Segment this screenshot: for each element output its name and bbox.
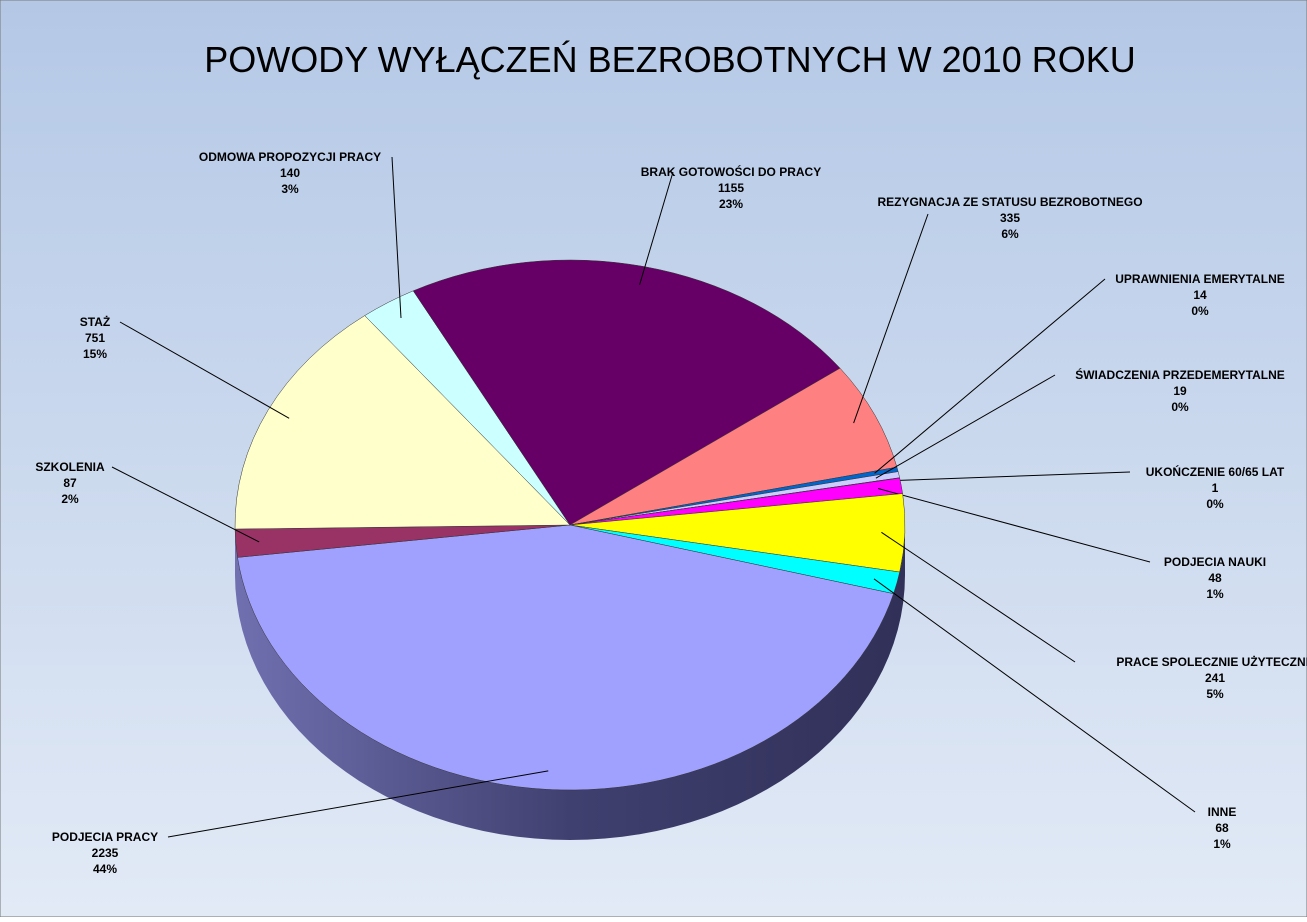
label-name: STAŻ [80,314,110,329]
chart-title: POWODY WYŁĄCZEŃ BEZROBOTNYCH W 2010 ROKU [204,39,1135,80]
pie-slice [237,524,894,791]
pie-slice [569,367,898,526]
label-percent: 5% [1206,687,1224,701]
label-value: 2235 [92,846,119,860]
leader-line [874,278,1106,474]
label-value: 48 [1208,571,1222,585]
label-percent: 0% [1191,304,1209,318]
leader-line [639,171,674,285]
leader-line [111,466,260,543]
pie-slice [234,315,571,530]
leader-line [877,488,1151,563]
label-value: 751 [85,331,105,345]
label-name: PODJECIA NAUKI [1164,555,1266,569]
label-value: 19 [1173,384,1187,398]
leader-line [167,770,549,838]
label-percent: 23% [719,197,743,211]
label-percent: 44% [93,862,117,876]
label-value: 87 [63,476,77,490]
leader-line [873,578,1196,813]
label-name: UPRAWNIENIA EMERYTALNE [1115,272,1285,286]
label-value: 14 [1193,288,1207,302]
leader-line [876,471,1131,482]
label-name: PODJECIA PRACY [52,830,158,844]
label-value: 335 [1000,211,1020,225]
label-name: INNE [1208,805,1237,819]
label-value: 140 [280,166,300,180]
label-percent: 0% [1206,497,1224,511]
label-percent: 2% [61,492,79,506]
label-name: SZKOLENIA [35,460,105,474]
label-percent: 3% [281,182,299,196]
label-percent: 15% [83,347,107,361]
leader-line [853,213,929,424]
leader-line [875,374,1056,479]
label-name: ODMOWA PROPOZYCJI PRACY [199,150,381,164]
label-value: 1155 [718,181,744,195]
label-name: ŚWIADCZENIA PRZEDEMERYTALNE [1075,367,1285,382]
label-value: 1 [1212,481,1219,495]
label-percent: 1% [1213,837,1231,851]
leader-line [881,531,1076,663]
label-percent: 0% [1171,400,1189,414]
label-name: PRACE SPOLECZNIE UŻYTECZNE [1116,654,1307,669]
leader-line [391,156,402,318]
label-percent: 1% [1206,587,1224,601]
leader-line [119,321,290,419]
label-name: UKOŃCZENIE 60/65 LAT [1146,464,1285,479]
label-value: 241 [1205,671,1225,685]
label-value: 68 [1215,821,1229,835]
label-name: BRAK GOTOWOŚCI DO PRACY [641,164,821,179]
pie-side [235,525,905,840]
label-percent: 6% [1001,227,1019,241]
label-name: REZYGNACJA ZE STATUSU BEZROBOTNEGO [877,195,1142,209]
